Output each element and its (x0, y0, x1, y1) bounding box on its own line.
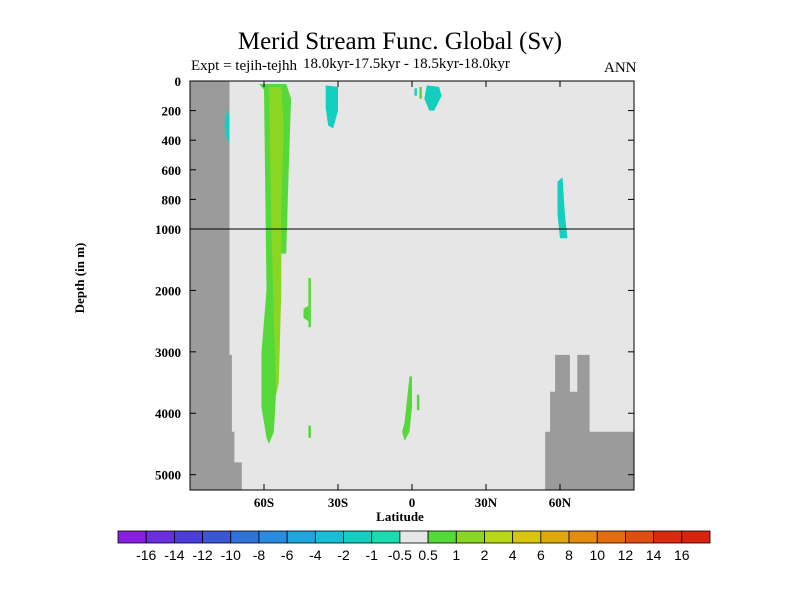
land-antarctica (190, 81, 242, 490)
contour-patch-equator (424, 85, 442, 111)
x-tick-label: 30S (328, 495, 348, 510)
chart-title: Merid Stream Func. Global (Sv) (237, 28, 563, 55)
colorbar-label: -4 (309, 547, 322, 563)
contour-deep-eq-2 (416, 394, 420, 411)
contour-small-3 (308, 425, 311, 438)
colorbar-label: -0.5 (388, 547, 412, 563)
y-ticks: 0 200 400 600 800 1000 2000 3000 4000 5000 (155, 74, 634, 483)
colorbar-swatch (173, 530, 203, 544)
contour-small-1 (308, 278, 311, 328)
colorbar-swatch (145, 530, 175, 544)
colorbar-label: 4 (509, 547, 517, 563)
land-mask (190, 81, 634, 490)
contour-fills (224, 84, 568, 444)
y-tick-label: 1000 (155, 222, 181, 237)
colorbar-label: 0.5 (418, 547, 438, 563)
colorbar-swatch (484, 530, 514, 544)
colorbar-swatch (540, 530, 570, 544)
colorbar-swatch (314, 530, 344, 544)
contour-southern-core (268, 86, 284, 395)
colorbar-label: -12 (192, 547, 212, 563)
y-tick-label: 4000 (155, 406, 181, 421)
x-ticks: 60S 30S 0 30N 60N (254, 81, 572, 510)
colorbar-label: -10 (221, 547, 241, 563)
colorbar-label: -6 (281, 547, 294, 563)
colorbar-label: -2 (337, 547, 350, 563)
contour-small-eq-2 (414, 88, 417, 96)
colorbar-swatch (596, 530, 626, 544)
colorbar-swatch (399, 530, 429, 544)
colorbar-label: 6 (537, 547, 545, 563)
colorbar-swatch (371, 530, 401, 544)
colorbar-swatch (202, 530, 232, 544)
colorbar-label: -16 (136, 547, 156, 563)
y-tick-label: 2000 (155, 283, 181, 298)
colorbar-swatch (117, 530, 147, 544)
period-label: 18.0kyr-17.5kyr - 18.5kyr-18.0kyr (303, 56, 510, 72)
contour-patch-north (557, 177, 568, 239)
colorbar-label: -1 (365, 547, 378, 563)
x-tick-label: 30N (475, 495, 498, 510)
colorbar-label: 1 (452, 547, 460, 563)
colorbar-swatch (512, 530, 542, 544)
colorbar-swatch (625, 530, 655, 544)
colorbar-swatch (343, 530, 373, 544)
y-tick-label: 0 (175, 74, 182, 89)
season-label: ANN (604, 60, 637, 76)
experiment-label: Expt = tejih-tejhh (191, 58, 297, 74)
colorbar-swatch (230, 530, 260, 544)
colorbar-swatch (427, 530, 457, 544)
colorbar-swatch (455, 530, 485, 544)
y-tick-label: 3000 (155, 345, 181, 360)
y-tick-label: 5000 (155, 468, 181, 483)
colorbar-swatch (258, 530, 288, 544)
y-tick-label: 600 (162, 163, 182, 178)
y-tick-label: 800 (162, 192, 182, 207)
colorbar: -16 -14 -12 -10 -8 -6 -4 -2 -1 -0.5 0.5 1 2 4 6 8 10 12 14… (117, 530, 711, 563)
colorbar-swatch (286, 530, 316, 544)
y-tick-label: 400 (162, 133, 182, 148)
colorbar-label: 2 (481, 547, 489, 563)
colorbar-label: -14 (164, 547, 184, 563)
colorbar-label: 10 (589, 547, 605, 563)
colorbar-label: 12 (618, 547, 634, 563)
colorbar-swatch (568, 530, 598, 544)
contour-small-2 (303, 305, 309, 322)
contour-patch-high-south (224, 107, 230, 144)
colorbar-label: 14 (646, 547, 662, 563)
colorbar-label: -8 (253, 547, 266, 563)
x-tick-label: 0 (409, 495, 416, 510)
x-tick-label: 60N (549, 495, 572, 510)
contour-small-eq (419, 86, 422, 99)
colorbar-label: 8 (565, 547, 573, 563)
x-tick-label: 60S (254, 495, 274, 510)
land-arctic (545, 354, 634, 490)
contour-patch-south-subtropic (325, 85, 338, 129)
x-axis-label: Latitude (376, 509, 424, 524)
colorbar-swatch (653, 530, 683, 544)
contour-deep-eq (402, 376, 412, 441)
y-tick-label: 200 (162, 104, 182, 119)
colorbar-label: 16 (674, 547, 690, 563)
colorbar-swatch (681, 530, 711, 544)
